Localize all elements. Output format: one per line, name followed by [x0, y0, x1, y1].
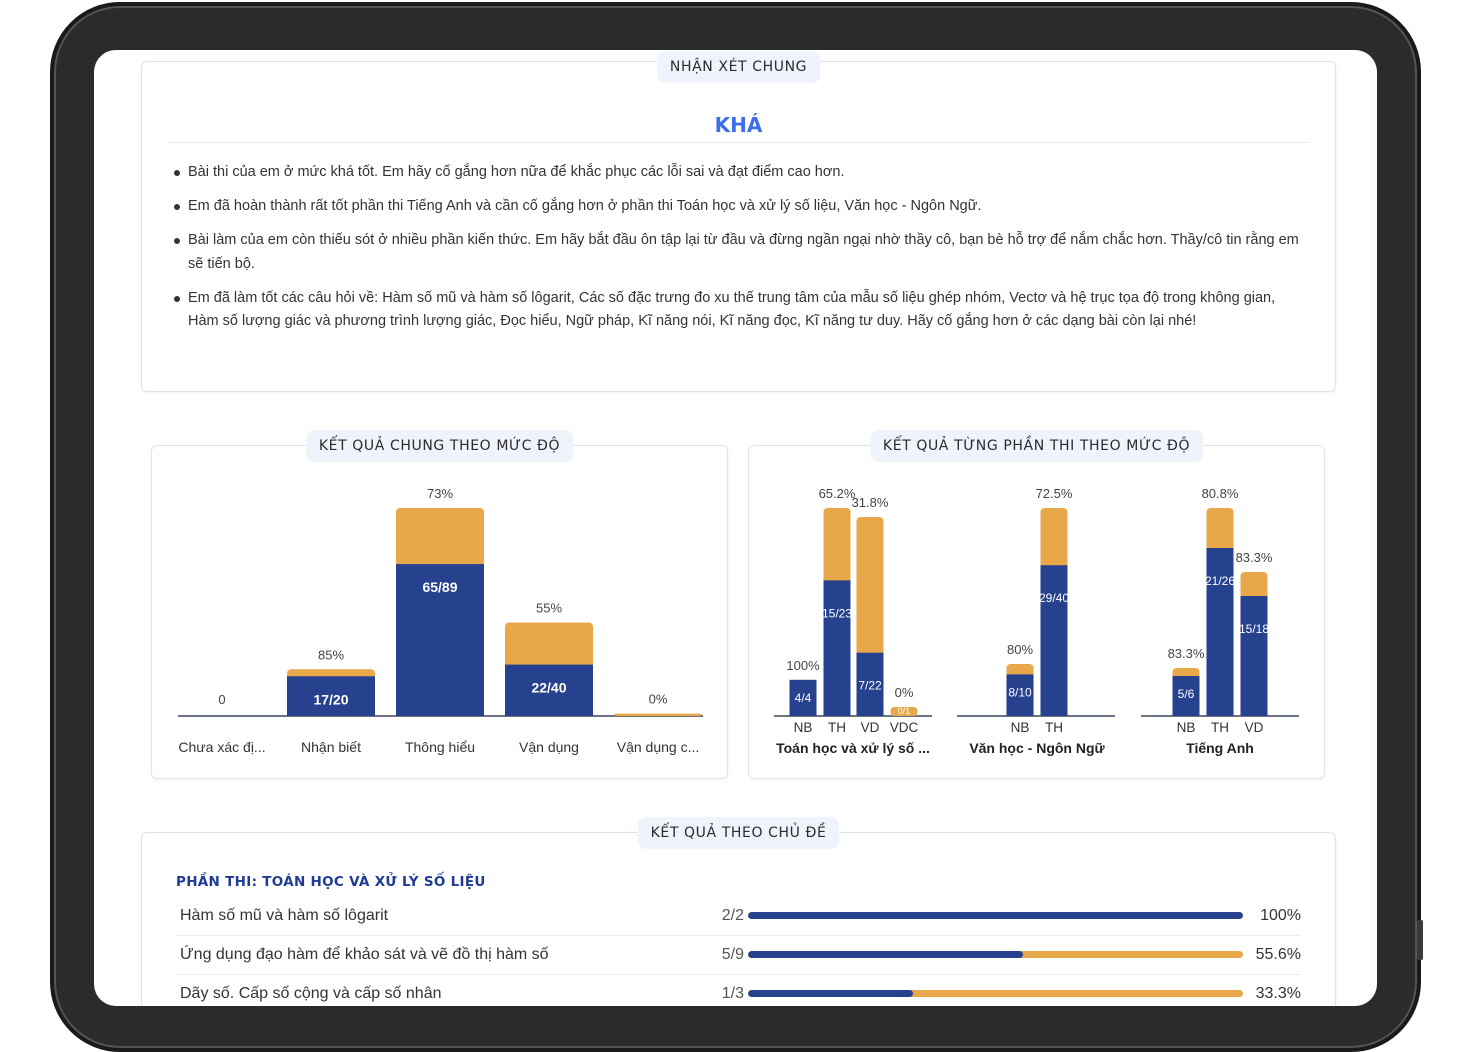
- tablet-side-button: [1417, 920, 1423, 960]
- topic-score: 5/9: [721, 946, 744, 963]
- section-chart-title: KẾT QUẢ TỪNG PHẦN THI THEO MỨC ĐỘ: [869, 430, 1204, 462]
- topic-progress-fill: [748, 990, 913, 997]
- category-label: VD: [861, 720, 880, 735]
- section-chart: 4/4 100% NB 15/23 65.2% TH 7/22 31.8% VD 0/1 0% VDC…: [774, 486, 1299, 756]
- bar-correct: [396, 564, 484, 716]
- bar-inner-label: 21/26: [1205, 574, 1235, 588]
- bar-correct: [789, 679, 817, 716]
- category-label: VDC: [890, 720, 919, 735]
- section-chart-card: KẾT QUẢ TỪNG PHẦN THI THEO MỨC ĐỘ 4/4 100…: [748, 430, 1325, 779]
- topic-progress-bar: [748, 990, 1243, 997]
- topics-card: KẾT QUẢ THEO CHỦ ĐỀ PHẦN THI: TOÁN HỌC V…: [141, 817, 1336, 1006]
- bar-correct: [1006, 674, 1034, 716]
- topic-progress-bar: [748, 912, 1243, 919]
- bar-total: [614, 713, 702, 716]
- topic-progress-fill: [748, 912, 1243, 919]
- bar-correct: [505, 664, 593, 716]
- level-chart-card: KẾT QUẢ CHUNG THEO MỨC ĐỘ 0 Chưa xác đị..…: [151, 430, 728, 779]
- bar-inner-label: 7/22: [858, 679, 882, 693]
- bar-inner-label: 65/89: [422, 579, 457, 595]
- category-label: Vận dụng c...: [617, 739, 700, 755]
- bar-inner-label: 22/40: [531, 680, 566, 696]
- section-name-label: Toán học và xử lý số ...: [776, 740, 930, 756]
- bar-inner-label: 4/4: [795, 691, 812, 705]
- topic-percent: 100%: [1260, 907, 1301, 924]
- remarks-list: Bài thi của em ở mức khá tốt. Em hãy cố …: [172, 161, 1302, 344]
- bar-correct: [823, 580, 851, 716]
- topic-name: Hàm số mũ và hàm số lôgarit: [180, 907, 389, 924]
- topic-score: 2/2: [721, 907, 744, 924]
- screen: NHẬN XÉT CHUNG KHÁ Bài thi của em ở mức …: [94, 50, 1377, 1006]
- category-label: Chưa xác đị...: [178, 739, 265, 755]
- remark-item: Bài thi của em ở mức khá tốt. Em hãy cố …: [172, 161, 1302, 185]
- level-chart-title: KẾT QUẢ CHUNG THEO MỨC ĐỘ: [305, 430, 574, 462]
- bar-inner-label: 5/6: [1178, 687, 1195, 701]
- bar-percent-label: 31.8%: [852, 495, 889, 510]
- bar-percent-label: 83.3%: [1168, 646, 1205, 661]
- bar-percent-label: 73%: [427, 486, 453, 501]
- bar-percent-label: 55%: [536, 601, 562, 616]
- topic-percent: 33.3%: [1255, 985, 1301, 1002]
- topic-progress-fill: [748, 951, 1024, 958]
- category-label: Vận dụng: [519, 739, 579, 755]
- remark-item: Em đã làm tốt các câu hỏi về: Hàm số mũ …: [172, 287, 1302, 334]
- bar-percent-label: 85%: [318, 647, 344, 662]
- bar-inner-label: 15/18: [1239, 622, 1269, 636]
- bar-percent-label: 80%: [1007, 642, 1033, 657]
- topic-score: 1/3: [721, 985, 744, 1002]
- bar-inner-label: 8/10: [1008, 685, 1032, 699]
- bar-inner-label: 29/40: [1039, 591, 1069, 605]
- bar-correct: [1240, 596, 1268, 716]
- category-label: TH: [1045, 720, 1063, 735]
- category-label: NB: [1011, 720, 1030, 735]
- section-name-label: Văn học - Ngôn Ngữ: [969, 740, 1105, 756]
- level-chart: 0 Chưa xác đị... 17/20 85% Nhận biết 65/89 73%…: [178, 486, 703, 755]
- bar-percent-label: 83.3%: [1236, 550, 1273, 565]
- category-label: TH: [1211, 720, 1229, 735]
- grade-label: KHÁ: [714, 113, 763, 137]
- bar-inner-label: 17/20: [313, 691, 348, 707]
- bar-percent-label: 0%: [895, 685, 914, 700]
- category-label: TH: [828, 720, 846, 735]
- topic-name: Ứng dụng đạo hàm để khảo sát và vẽ đồ th…: [180, 946, 549, 963]
- topic-section-label: PHẦN THI: TOÁN HỌC VÀ XỬ LÝ SỐ LIỆU: [176, 874, 486, 890]
- category-label: Thông hiểu: [405, 739, 475, 755]
- bar-total: [890, 706, 918, 716]
- bar-correct: [1040, 565, 1068, 716]
- topic-progress-bar: [748, 951, 1243, 958]
- bar-correct: [1172, 676, 1200, 716]
- topic-percent: 55.6%: [1255, 946, 1301, 963]
- bar-correct: [287, 676, 375, 716]
- topics-title: KẾT QUẢ THEO CHỦ ĐỀ: [637, 817, 840, 849]
- remark-item: Bài làm của em còn thiếu sót ở nhiều phầ…: [172, 229, 1302, 276]
- bar-percent-label: 80.8%: [1202, 486, 1239, 501]
- bar-percent-label: 72.5%: [1036, 486, 1073, 501]
- bar-percent-label: 100%: [786, 658, 820, 673]
- topic-row: Ứng dụng đạo hàm để khảo sát và vẽ đồ th…: [176, 936, 1301, 975]
- section-name-label: Tiếng Anh: [1186, 740, 1254, 756]
- divider: [168, 142, 1309, 143]
- bar-inner-label: 15/23: [822, 606, 852, 620]
- category-label: VD: [1245, 720, 1264, 735]
- bar-percent-label: 0%: [649, 692, 668, 707]
- bar-correct: [1206, 548, 1234, 716]
- topic-row: Dãy số. Cấp số cộng và cấp số nhân 1/3 33.…: [176, 975, 1301, 1006]
- bar-inner-label: 0/1: [898, 706, 911, 716]
- topic-name: Dãy số. Cấp số cộng và cấp số nhân: [180, 985, 442, 1002]
- category-label: Nhận biết: [301, 739, 361, 755]
- category-label: NB: [794, 720, 813, 735]
- general-remarks-title: NHẬN XÉT CHUNG: [656, 51, 821, 83]
- bar-correct: [856, 652, 884, 716]
- bar-percent-label: 0: [218, 692, 225, 707]
- remark-item: Em đã hoàn thành rất tốt phần thi Tiếng …: [172, 195, 1302, 219]
- general-remarks-card: NHẬN XÉT CHUNG KHÁ Bài thi của em ở mức …: [141, 51, 1336, 392]
- topic-row: Hàm số mũ và hàm số lôgarit 2/2 100%: [176, 897, 1301, 936]
- category-label: NB: [1177, 720, 1196, 735]
- bar-percent-label: 65.2%: [819, 486, 856, 501]
